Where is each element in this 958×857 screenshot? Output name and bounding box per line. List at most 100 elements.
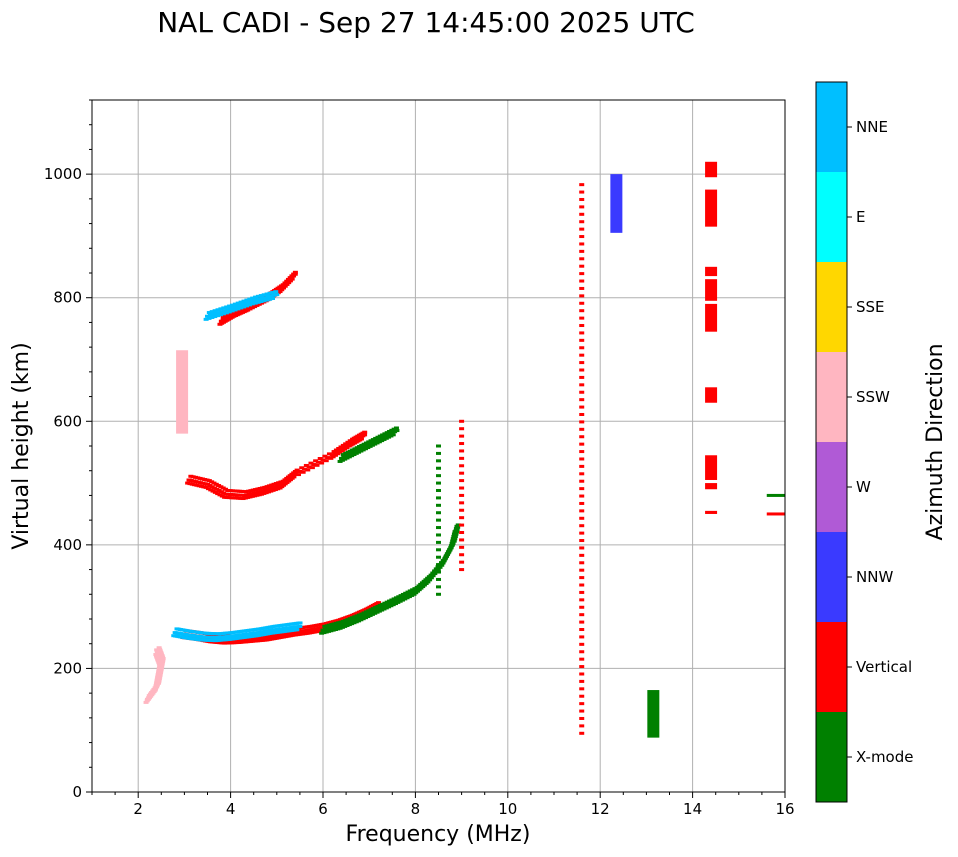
- echo-mark: [159, 653, 165, 657]
- echo-mark: [579, 249, 585, 253]
- echo-mark: [270, 290, 276, 294]
- echo-mark: [579, 368, 585, 372]
- y-tick-label: 200: [53, 659, 82, 677]
- echo-mark: [579, 650, 585, 654]
- echo-mark: [436, 474, 441, 478]
- echo-mark: [233, 305, 239, 309]
- echo-mark: [158, 659, 164, 663]
- echo-mark: [160, 657, 166, 661]
- echo-mark: [209, 315, 215, 319]
- echo-mark: [436, 451, 441, 455]
- echo-mark: [579, 427, 585, 431]
- echo-mark: [156, 668, 162, 672]
- echo-mark: [436, 511, 441, 515]
- echo-mark: [158, 650, 164, 654]
- echo-mark: [294, 628, 300, 632]
- echo-mark: [144, 699, 150, 703]
- echo-mark: [439, 563, 445, 567]
- echo-mark: [579, 294, 585, 298]
- colorbar-label: X-mode: [856, 748, 913, 766]
- data-marks: [143, 161, 785, 738]
- echo-mark: [579, 450, 585, 454]
- echo-column: [705, 510, 718, 514]
- echo-mark: [158, 660, 164, 664]
- echo-mark: [264, 292, 270, 296]
- echo-mark: [268, 294, 274, 298]
- echo-mark: [255, 294, 261, 298]
- echo-mark: [579, 531, 585, 535]
- echo-mark: [579, 301, 585, 305]
- echo-mark: [154, 648, 160, 652]
- echo-mark: [265, 295, 271, 299]
- echo-mark: [154, 680, 160, 684]
- echo-mark: [235, 301, 241, 305]
- echo-mark: [437, 565, 443, 569]
- echo-mark: [450, 539, 456, 543]
- echo-mark: [579, 346, 585, 350]
- echo-mark: [448, 546, 454, 550]
- echo-mark: [579, 598, 585, 602]
- echo-mark: [579, 516, 585, 520]
- echo-mark: [376, 601, 382, 605]
- echo-mark: [459, 568, 465, 572]
- echo-mark: [579, 628, 585, 632]
- echo-mark: [579, 687, 585, 691]
- echo-mark: [427, 578, 433, 582]
- echo-mark: [292, 270, 298, 274]
- echo-mark: [344, 446, 350, 450]
- echo-mark: [220, 312, 226, 316]
- echo-mark: [156, 646, 162, 650]
- echo-mark: [449, 544, 455, 548]
- echo-mark: [294, 468, 300, 472]
- echo-column: [705, 161, 718, 178]
- colorbar-label: W: [856, 478, 871, 496]
- echo-mark: [212, 315, 218, 319]
- echo-mark: [155, 653, 161, 657]
- echo-mark: [579, 205, 585, 209]
- echo-mark: [579, 472, 585, 476]
- echo-mark: [579, 501, 585, 505]
- echo-mark: [579, 576, 585, 580]
- grid-lines: [92, 100, 786, 793]
- echo-mark: [156, 670, 162, 674]
- echo-mark: [452, 530, 458, 534]
- echo-mark: [152, 688, 158, 692]
- colorbar-segment: [816, 712, 847, 802]
- echo-mark: [579, 197, 585, 201]
- echo-mark: [153, 654, 159, 658]
- echo-column: [705, 189, 718, 227]
- echo-mark: [579, 620, 585, 624]
- echo-column: [647, 690, 660, 738]
- echo-mark: [239, 303, 245, 307]
- echo-mark: [297, 621, 303, 625]
- echo-mark: [244, 304, 250, 308]
- echo-mark: [215, 308, 221, 312]
- echo-mark: [459, 531, 465, 534]
- echo-mark: [451, 532, 457, 536]
- echo-mark: [229, 309, 235, 313]
- echo-mark: [280, 286, 286, 290]
- echo-mark: [314, 463, 320, 467]
- echo-mark: [766, 512, 785, 516]
- echo-mark: [277, 290, 283, 294]
- echo-mark: [579, 338, 585, 342]
- echo-mark: [425, 580, 431, 584]
- echo-mark: [338, 447, 344, 451]
- echo-mark: [249, 302, 255, 306]
- echo-mark: [459, 538, 465, 542]
- echo-mark: [447, 548, 453, 552]
- echo-mark: [216, 311, 222, 315]
- echo-mark: [413, 591, 419, 595]
- echo-column: [705, 303, 718, 332]
- echo-mark: [157, 663, 163, 667]
- echo-mark: [207, 313, 213, 317]
- echo-mark: [250, 296, 256, 300]
- echo-mark: [153, 682, 159, 686]
- echo-mark: [579, 642, 585, 646]
- echo-mark: [340, 443, 346, 447]
- echo-mark: [579, 286, 585, 290]
- echo-mark: [579, 383, 585, 387]
- echo-mark: [579, 702, 585, 706]
- echo-mark: [579, 212, 585, 216]
- echo-mark: [579, 479, 585, 483]
